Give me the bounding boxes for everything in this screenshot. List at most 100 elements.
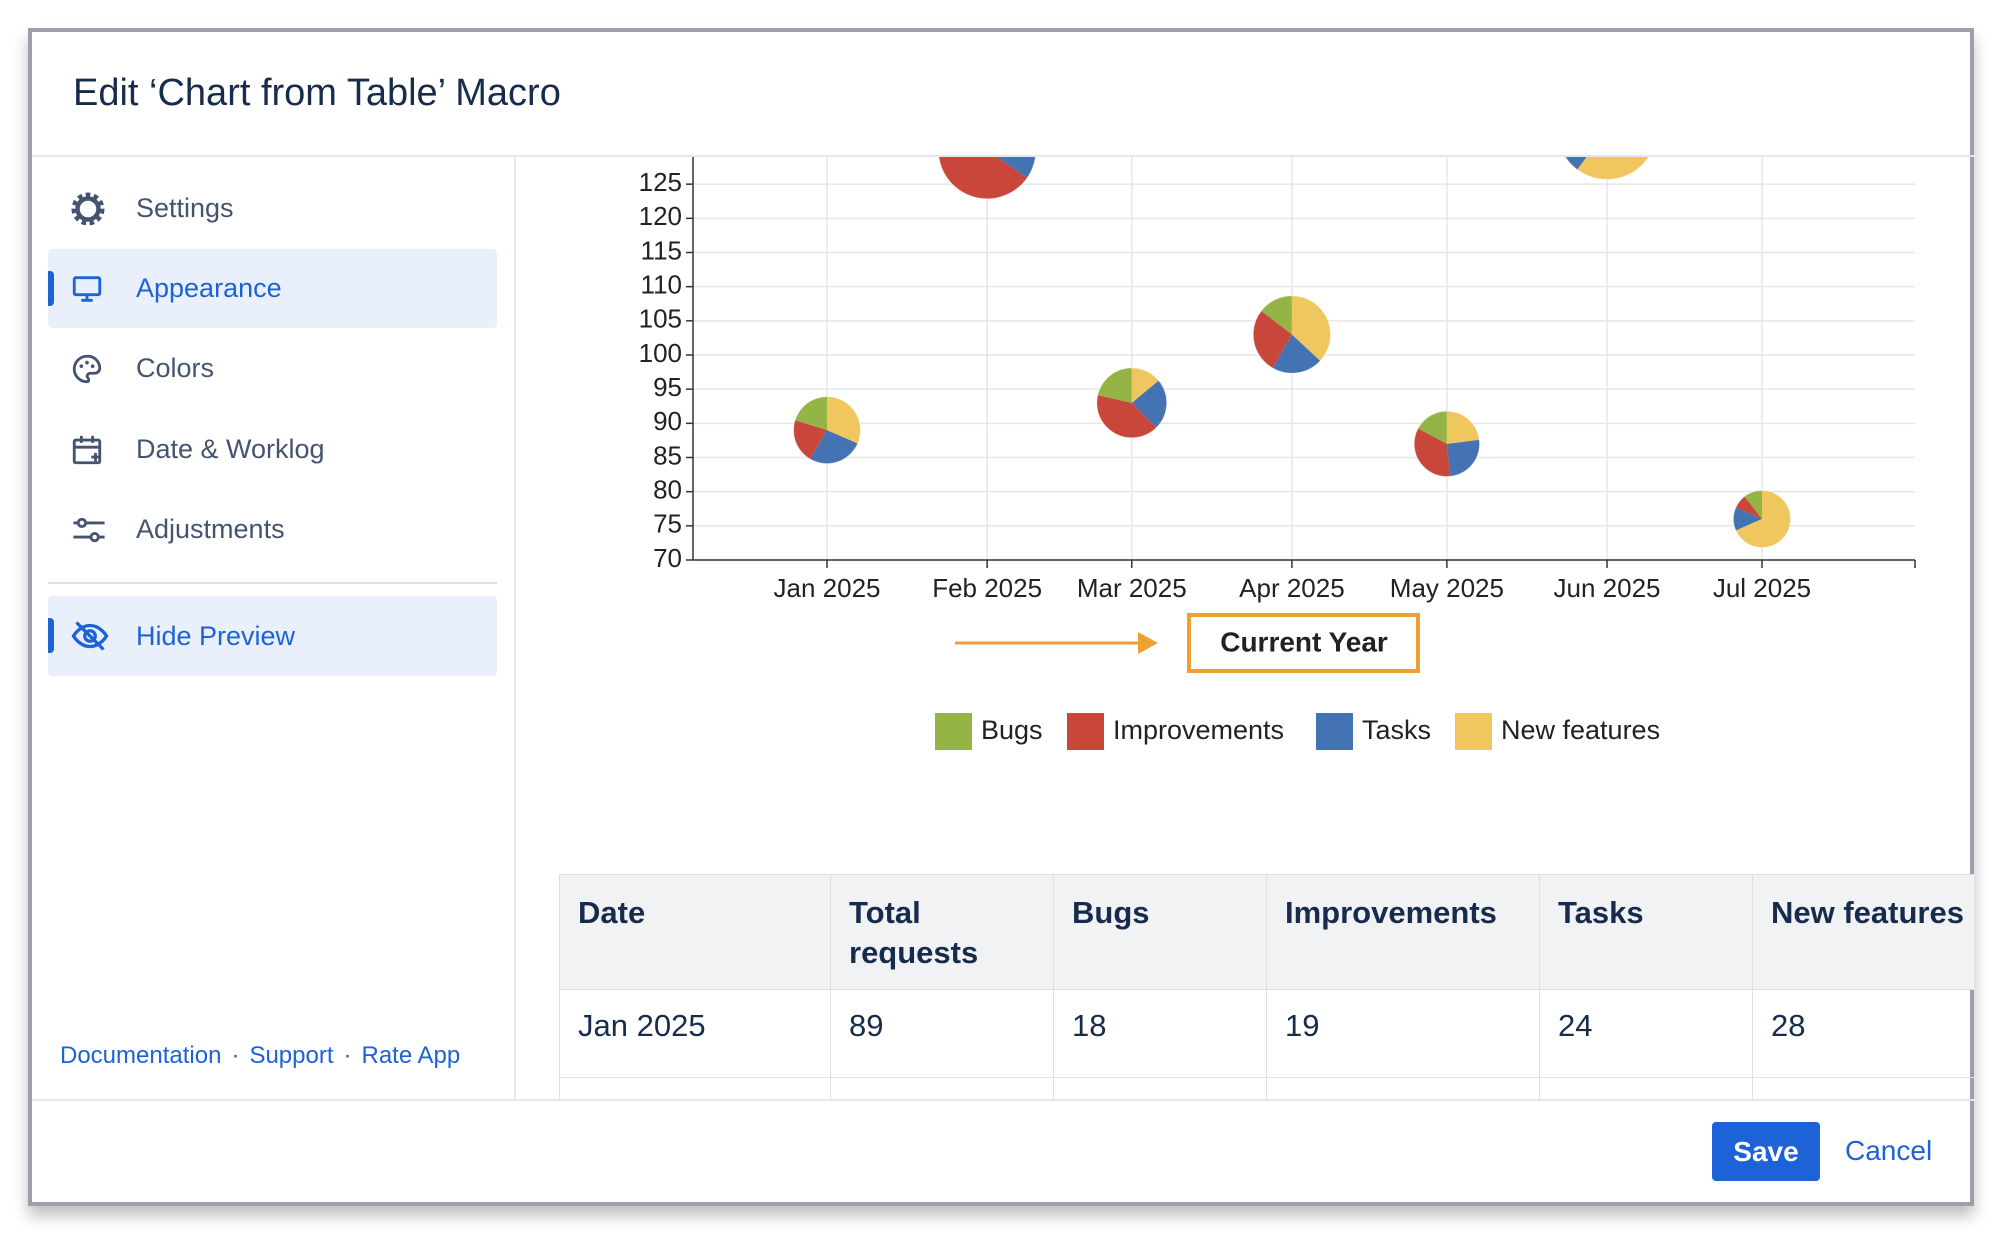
pie-slice [1744,490,1762,519]
legend-swatch [1455,713,1492,750]
pie-slice [1735,496,1762,519]
table-cell [1053,1077,1267,1099]
y-tick-label: 115 [641,235,682,265]
menu-item[interactable]: Settings [48,169,497,248]
label: Adjustments [136,514,285,544]
pie-slice [1418,411,1447,444]
pie-slice [1446,439,1480,477]
x-tick-label: May 2025 [1390,573,1504,603]
pie-slice [793,420,827,459]
table-cell [830,1077,1054,1099]
pie-slice [938,157,1028,199]
pie-outline [793,396,861,465]
chart: 70 75 80 85 90 95 100 105 110 115 120 125 Jan 2025 Fe… [639,157,1916,750]
hide-preview[interactable]: Hide Preview [48,596,497,676]
pie-slice [1577,157,1649,180]
y-tick-label: 110 [641,270,682,300]
y-tick-label: 125 [639,167,682,197]
icon [71,621,109,651]
label: Hide Preview [136,620,296,651]
indicator [48,271,54,306]
pie-slice [1253,310,1292,369]
y-tick-label: 70 [653,543,682,573]
table-row: Jan 2025 89 18 19 24 28 [559,989,1974,1078]
pie-slice [1261,295,1292,335]
link[interactable]: Rate App [361,1042,461,1069]
legend-swatch [935,713,972,750]
x-tick-label: Mar 2025 [1077,573,1187,603]
y-tick-label: 90 [653,406,682,436]
y-tick-label: 120 [639,201,682,231]
table-cell [559,1077,831,1099]
legend-swatch [1316,713,1353,750]
pie-outline [938,157,1036,200]
pie-outline [1096,367,1168,439]
pie-outline [1252,295,1332,374]
header-cell: Improvements [1266,874,1540,990]
menu-item[interactable]: Appearance [48,249,497,328]
pie-slice [1446,411,1480,444]
header-row: Date Total requests Bugs Improvements Tasks N… [559,874,1974,990]
pie-slice [997,157,1036,178]
icon [71,192,105,225]
legend-label: Tasks [1362,715,1431,745]
link[interactable]: Support [249,1042,334,1069]
cancel-button[interactable]: Cancel [1845,1135,1933,1166]
indicator [48,618,54,653]
data-table: Date Total requests Bugs Improvements Tasks N… [559,874,1974,1099]
table-cell: 19 [1266,989,1540,1078]
icon [72,354,102,383]
header-cell: Bugs [1053,874,1267,990]
x-tick-label: Jun 2025 [1554,573,1661,603]
y-tick-label: 105 [639,304,682,334]
pie-slice [1097,367,1132,403]
y-tick-label: 100 [639,338,682,368]
pie-slice [1272,334,1321,374]
pie-outline [1564,157,1650,180]
pie-slice [1733,507,1762,531]
table-row [559,1077,1974,1099]
table-cell [1539,1077,1753,1099]
legend-label: New features [1501,715,1660,745]
divider [32,155,1976,157]
menu-item[interactable]: Date & Worklog [48,410,497,489]
pie-slice [1414,428,1451,477]
table-cell: 89 [830,989,1054,1078]
y-tick-label: 75 [653,509,682,539]
divider [514,156,516,1100]
header-cell: Tasks [1539,874,1753,990]
icon [72,435,102,464]
pie-slice [1096,395,1157,438]
pie-outline [1733,490,1791,548]
pie-slice [1565,157,1587,170]
pie-outline [1413,410,1481,477]
arrow-head [1138,632,1158,654]
pie-slice [1131,367,1159,403]
dialog-title: Edit ‘Chart from Table’ Macro [73,72,561,114]
table-cell [1752,1077,1974,1099]
x-tick-label: Jul 2025 [1713,573,1811,603]
save-button[interactable]: Save [1712,1122,1820,1181]
pie-slice [810,430,858,464]
menu-item[interactable]: Colors [48,329,497,408]
y-tick-label: 95 [653,372,682,402]
header-cell: Total requests [830,874,1054,990]
pie-slice [795,396,827,431]
x-tick-label: Jan 2025 [774,573,881,603]
table-cell: 24 [1539,989,1753,1078]
table-cell: 18 [1053,989,1267,1078]
link[interactable]: Documentation [60,1042,222,1069]
label-box [1187,613,1420,673]
label: Date & Worklog [136,434,325,464]
x-axis-title: Current Year [1220,626,1388,657]
x-tick-label: Apr 2025 [1239,573,1345,603]
divider [32,1099,1976,1101]
pie-slice [1131,380,1167,428]
legend-swatch [1067,713,1104,750]
label: Settings [136,193,234,223]
menu-item[interactable]: Adjustments [48,490,497,569]
separator [48,582,497,584]
icon [72,275,102,302]
header-cell: New features [1752,874,1974,990]
